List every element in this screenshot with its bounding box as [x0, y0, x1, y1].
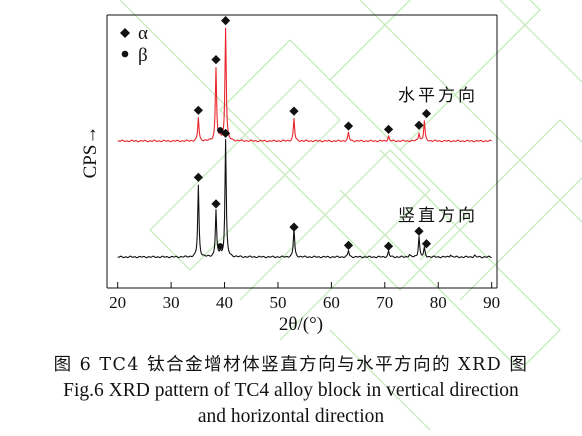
legend: α β — [120, 23, 148, 66]
beta-peak-marker — [217, 243, 224, 250]
x-tick-label-30: 30 — [163, 293, 180, 312]
alpha-peak-marker — [383, 124, 394, 134]
series-line-1 — [117, 139, 492, 259]
xrd-chart: 20 30 40 50 60 70 80 90 α β 水平方向 竖直方向 CPS→ 2θ/(… — [80, 14, 500, 335]
legend-beta-label: β — [138, 45, 148, 66]
x-tick-label-90: 90 — [483, 293, 500, 312]
alpha-peak-marker — [383, 241, 394, 251]
y-axis-title: CPS→ — [80, 126, 101, 179]
alpha-peak-marker — [221, 128, 231, 138]
alpha-peak-marker — [211, 55, 221, 65]
x-tick-labels: 20 30 40 50 60 70 80 90 — [109, 293, 500, 312]
x-tick-label-70: 70 — [376, 293, 393, 312]
x-tick-label-80: 80 — [430, 293, 447, 312]
series-label-horizontal: 水平方向 — [398, 86, 478, 106]
alpha-peak-marker — [414, 226, 424, 236]
alpha-peak-marker — [211, 199, 221, 209]
beta-peak-marker — [217, 127, 224, 134]
series-layer — [117, 27, 493, 259]
alpha-peak-marker — [193, 172, 203, 182]
x-tick-label-40: 40 — [216, 293, 233, 312]
marker-layer — [193, 16, 432, 251]
figure-caption-en-line1: Fig.6 XRD pattern of TC4 alloy block in … — [63, 380, 519, 401]
x-tick-label-50: 50 — [269, 293, 286, 312]
alpha-peak-marker — [343, 240, 354, 250]
alpha-peak-marker — [193, 105, 203, 115]
series-label-vertical: 竖直方向 — [398, 206, 478, 226]
x-axis-title: 2θ/(°) — [279, 314, 323, 335]
figure-caption-en-line2: and horizontal direction — [197, 406, 385, 427]
alpha-peak-marker — [343, 121, 354, 131]
x-ticks — [117, 282, 493, 288]
series-line-0 — [117, 27, 493, 143]
x-tick-label-60: 60 — [323, 293, 340, 312]
legend-alpha-icon — [120, 28, 130, 38]
figure-caption-zh: 图 6 TC4 钛合金增材体竖直方向与水平方向的 XRD 图 — [53, 355, 529, 375]
plot-frame — [106, 14, 498, 289]
alpha-peak-marker — [289, 222, 299, 232]
legend-alpha-label: α — [138, 23, 148, 44]
alpha-peak-marker — [421, 109, 432, 119]
alpha-peak-marker — [421, 239, 432, 249]
alpha-peak-marker — [414, 120, 424, 130]
x-tick-label-20: 20 — [109, 293, 126, 312]
alpha-peak-marker — [221, 16, 231, 26]
alpha-peak-marker — [289, 106, 299, 116]
legend-beta-icon — [121, 50, 129, 58]
